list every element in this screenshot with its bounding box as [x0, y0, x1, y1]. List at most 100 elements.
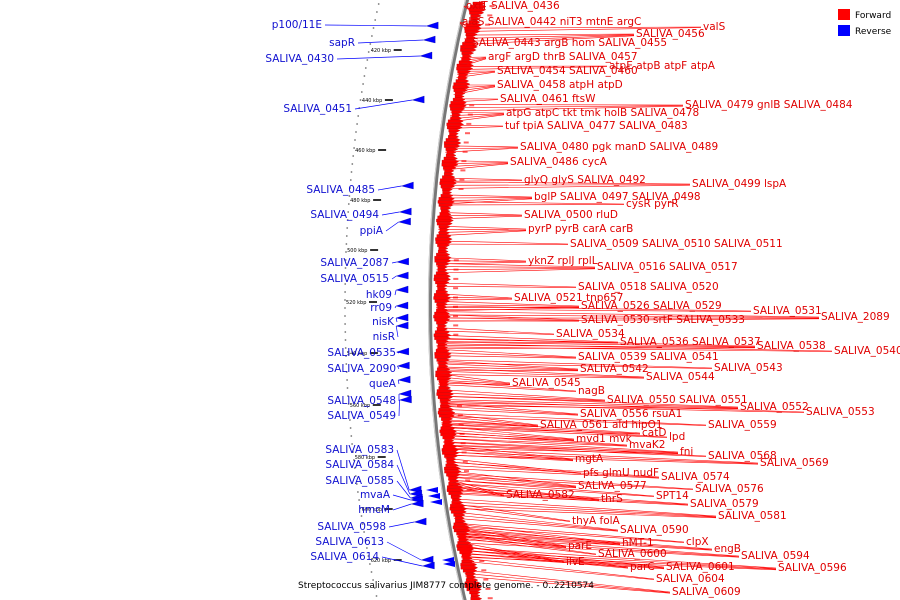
- forward-gene-label: SALIVA_0577: [578, 480, 647, 492]
- scale-dot: [371, 35, 373, 37]
- scale-dot: [347, 403, 350, 405]
- forward-leader-line: [438, 384, 577, 392]
- forward-gene: [458, 188, 464, 190]
- forward-gene-label: bglP SALIVA_0497 SALIVA_0498: [534, 191, 701, 203]
- forward-gene-label: SALIVA_0509 SALIVA_0510 SALIVA_0511: [570, 238, 783, 250]
- scale-dot: [352, 451, 354, 453]
- forward-leader-line: [442, 429, 575, 440]
- forward-gene-label: catD: [642, 427, 666, 439]
- scale-dot: [344, 267, 347, 269]
- reverse-gene: [442, 557, 454, 563]
- forward-gene-label: SALIVA_0530 srtF SALIVA_0533: [581, 314, 745, 326]
- reverse-gene-label: SALIVA_0583: [325, 444, 394, 456]
- reverse-leader-line: [396, 480, 411, 499]
- forward-leader-line: [454, 522, 685, 543]
- forward-leader-line: [452, 506, 571, 522]
- forward-gene: [442, 190, 453, 195]
- scale-dot: [353, 467, 356, 469]
- forward-leader-line: [436, 257, 527, 262]
- forward-gene: [453, 333, 459, 336]
- forward-leader-line: [459, 22, 467, 30]
- forward-gene-label: SALIVA_0540: [834, 345, 900, 357]
- forward-leader-line: [450, 105, 684, 112]
- forward-gene: [467, 113, 473, 116]
- forward-leader-line: [456, 533, 621, 546]
- forward-gene: [466, 488, 472, 491]
- forward-gene-label: SALIVA_0534: [556, 328, 625, 340]
- forward-leader-line: [445, 145, 519, 148]
- scale-dot: [355, 483, 358, 485]
- reverse-gene-label: p100/11E: [272, 19, 322, 31]
- forward-leader-line: [438, 380, 577, 392]
- reverse-gene-label: SALIVA_0613: [315, 536, 384, 548]
- forward-leader-line: [453, 86, 496, 95]
- reverse-gene-label: SALIVA_0584: [325, 459, 394, 471]
- forward-gene-label: SALIVA_0601: [666, 561, 735, 573]
- reverse-gene-label: nisK: [372, 316, 395, 328]
- reverse-leader-line: [395, 325, 399, 338]
- reverse-leader-line: [381, 556, 423, 567]
- forward-gene: [438, 231, 450, 235]
- forward-gene: [464, 581, 481, 585]
- forward-gene-label: SPT14: [656, 490, 689, 502]
- forward-gene-label: SALIVA_0545: [512, 377, 581, 389]
- forward-gene-label: SALIVA_0609: [672, 586, 741, 598]
- scale-dot: [354, 139, 356, 141]
- reverse-gene: [395, 321, 409, 330]
- forward-leader-line: [444, 448, 574, 460]
- forward-leader-line: [445, 147, 519, 150]
- forward-leader-line: [438, 225, 527, 230]
- forward-gene-label: SALIVA_0574: [661, 471, 730, 483]
- forward-leader-line: [443, 442, 707, 457]
- forward-gene-label: SALIVA_0516 SALIVA_0517: [597, 261, 738, 273]
- forward-leader-line: [436, 268, 596, 274]
- reverse-gene: [428, 493, 440, 499]
- scale-dot: [347, 203, 350, 205]
- forward-gene-label: clpX: [686, 536, 709, 548]
- forward-leader-line: [435, 314, 580, 321]
- forward-leader-line: [456, 532, 713, 550]
- forward-leader-line: [439, 395, 606, 402]
- reverse-gene: [396, 257, 409, 266]
- reverse-gene: [398, 217, 411, 226]
- forward-leader-line: [442, 431, 628, 446]
- scale-dot: [372, 579, 374, 581]
- forward-leader-line: [459, 57, 487, 62]
- forward-gene-label: hMT-1: [622, 537, 654, 549]
- forward-leader-line: [435, 308, 752, 312]
- forward-gene-label: engB: [714, 543, 741, 555]
- forward-gene: [487, 14, 493, 17]
- forward-gene: [487, 597, 493, 600]
- forward-gene-label: oxlT SALIVA_0436: [466, 0, 560, 12]
- scale-dot: [344, 339, 347, 341]
- reverse-gene-label: hk09: [366, 289, 392, 301]
- forward-leader-line: [443, 444, 574, 460]
- forward-leader-line: [441, 426, 641, 435]
- reverse-gene: [396, 361, 410, 370]
- scale-tick-label: 440 kbp: [362, 98, 382, 104]
- forward-leader-line: [463, 34, 635, 42]
- reverse-gene-label: SALIVA_0451: [283, 103, 352, 115]
- scale-dot: [366, 547, 368, 549]
- forward-gene: [453, 277, 459, 280]
- reverse-gene-label: SALIVA_0548: [327, 395, 396, 407]
- scale-dot: [360, 515, 363, 517]
- reverse-leader-line: [392, 494, 411, 501]
- forward-leader-line: [444, 160, 509, 163]
- scale-dot: [357, 115, 360, 117]
- scale-dot: [346, 379, 348, 381]
- forward-gene-label: atpE atpB atpF atpA: [609, 60, 716, 72]
- forward-leader-line: [440, 201, 625, 205]
- forward-gene-label: mgtA: [575, 453, 604, 465]
- forward-leader-line: [459, 549, 665, 568]
- forward-leader-line: [438, 389, 606, 401]
- forward-gene: [437, 287, 448, 291]
- reverse-gene-label: SALIVA_2090: [327, 363, 396, 375]
- scale-dot: [345, 243, 348, 245]
- forward-leader-line: [460, 56, 487, 58]
- forward-gene: [439, 228, 450, 232]
- forward-leader-line: [439, 403, 805, 413]
- forward-leader-line: [441, 184, 691, 186]
- forward-leader-line: [450, 498, 717, 517]
- forward-gene: [436, 302, 448, 306]
